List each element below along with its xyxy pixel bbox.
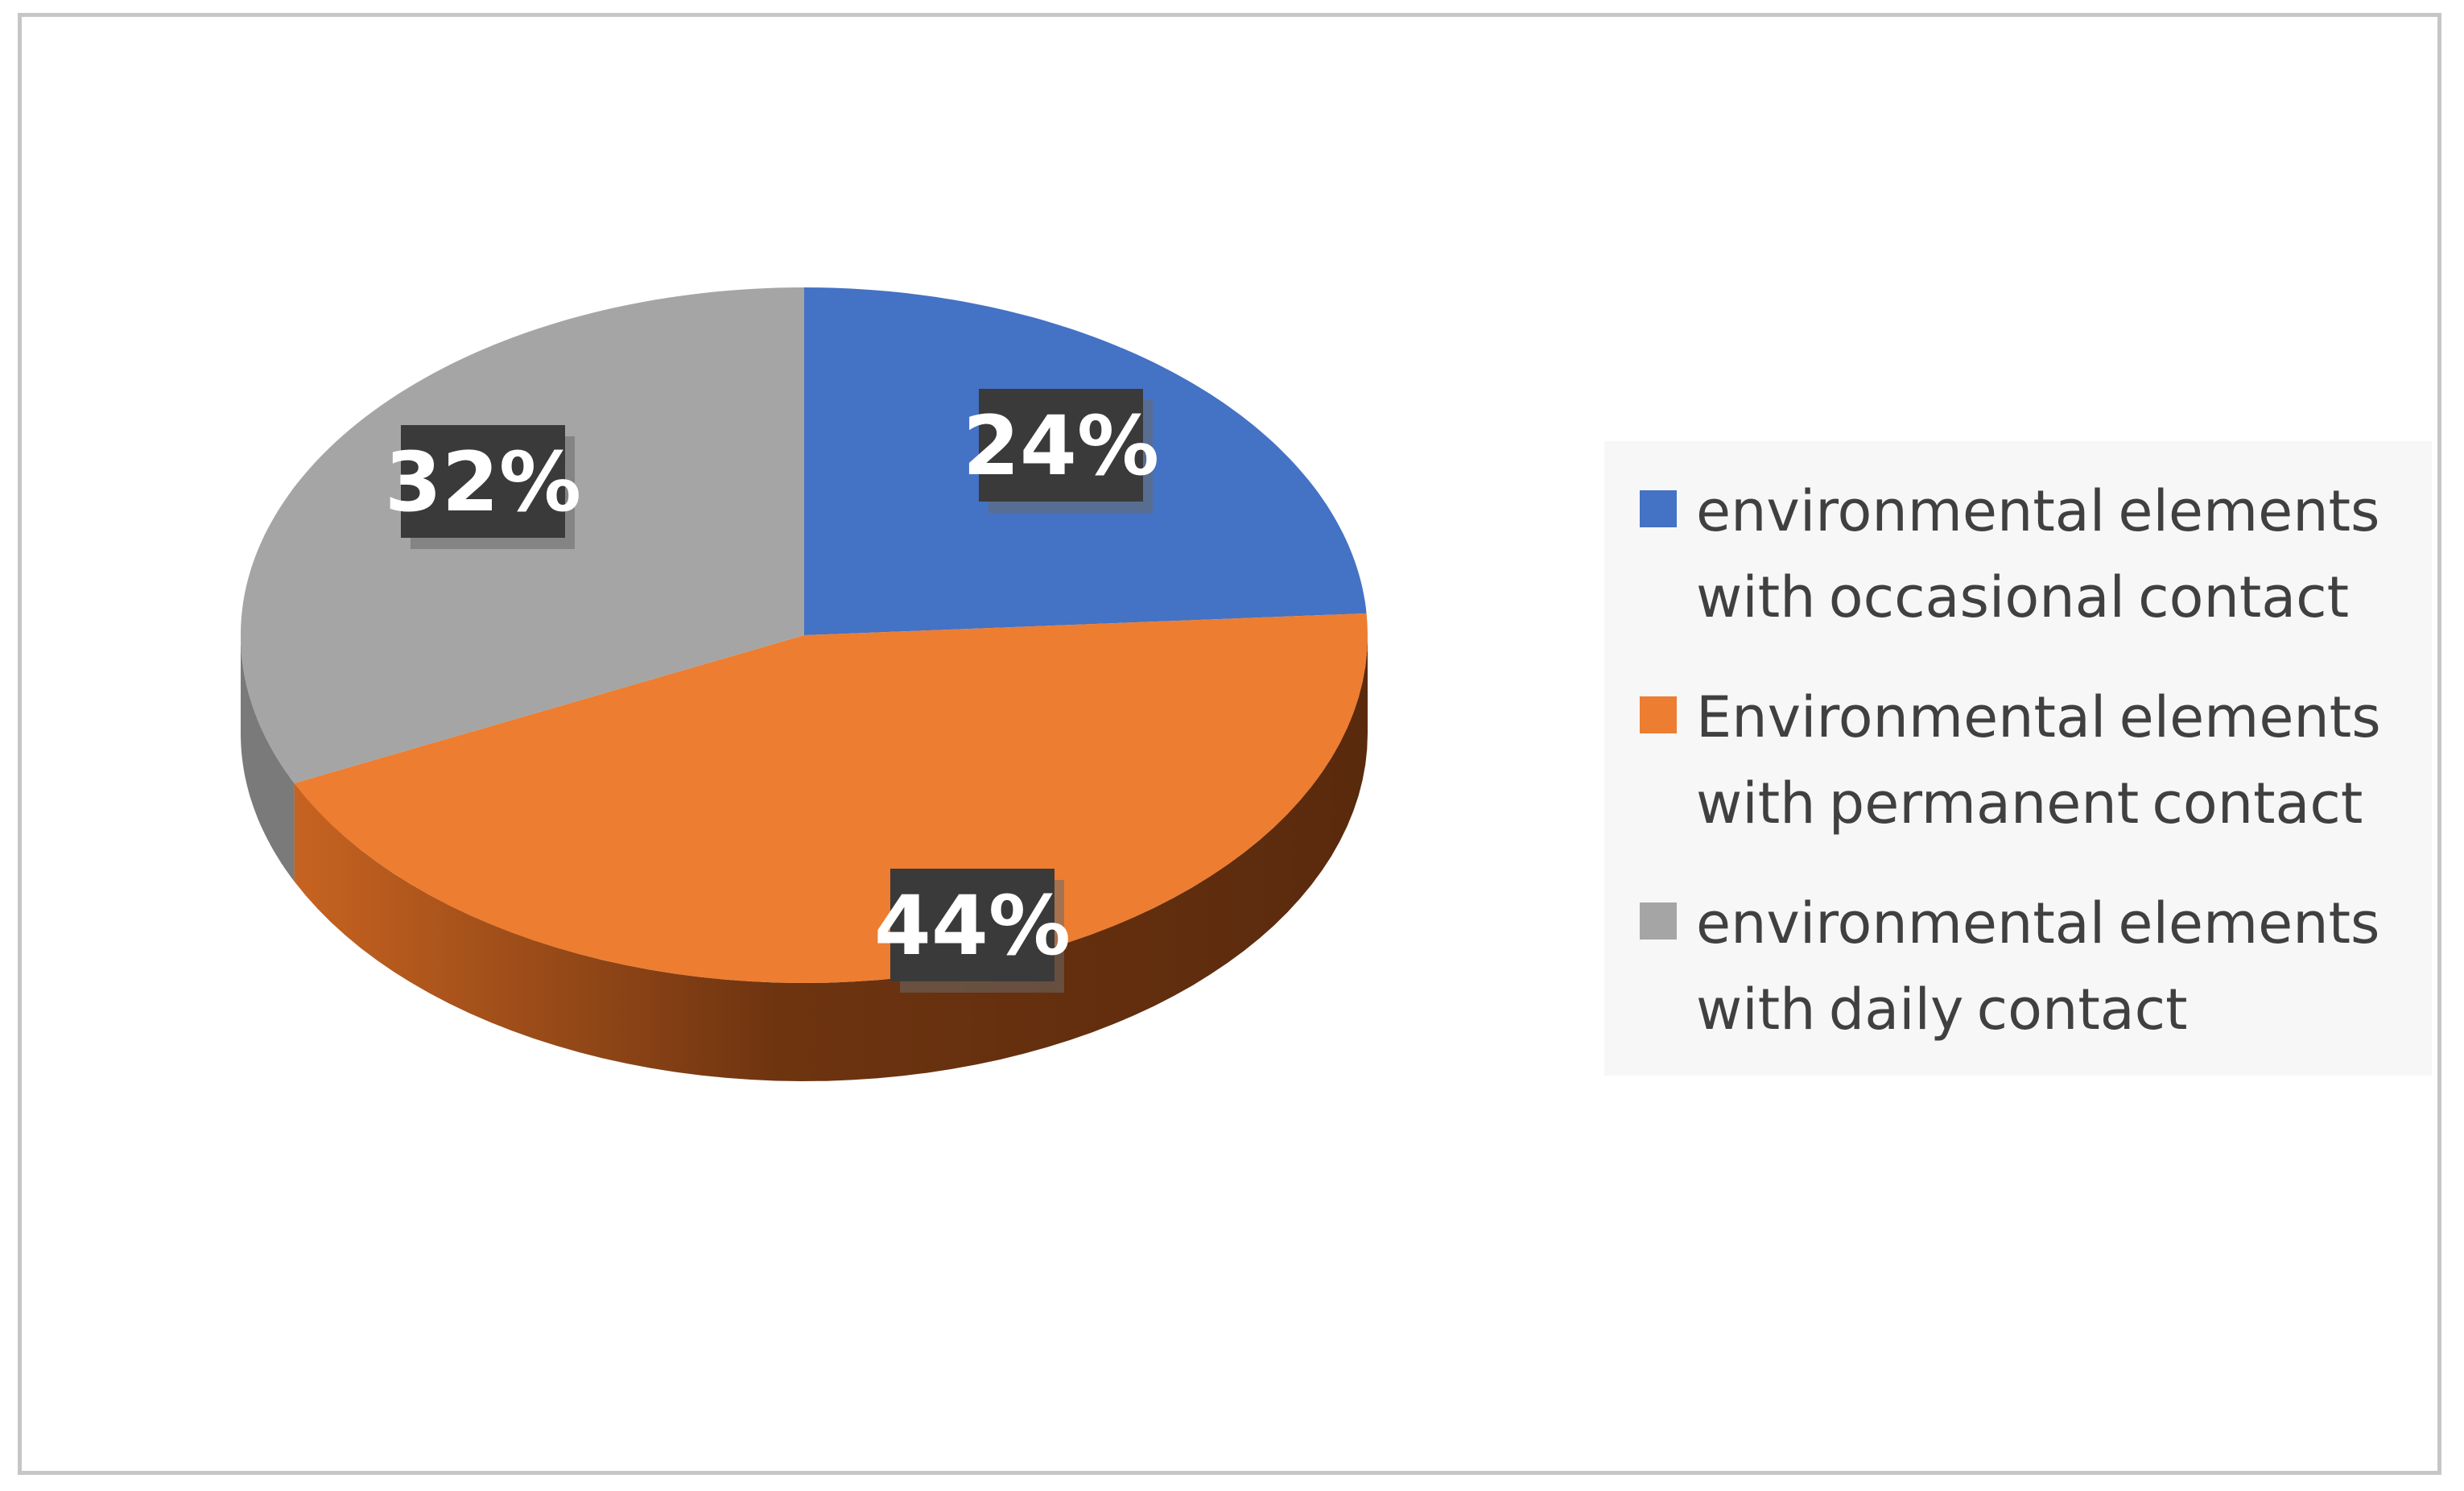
pie-sides	[241, 635, 1368, 1081]
legend-item-occasional: environmental elements with occasional c…	[1640, 469, 2432, 641]
legend-swatch-occasional	[1640, 490, 1677, 527]
legend: environmental elements with occasional c…	[1604, 441, 2432, 1076]
legend-label-permanent: Environmental elements with permanent co…	[1696, 684, 2381, 836]
legend-item-permanent: Environmental elements with permanent co…	[1640, 675, 2432, 847]
data-label-box-occasional	[979, 389, 1143, 502]
data-label-box-daily	[401, 425, 565, 538]
legend-label-occasional: environmental elements with occasional c…	[1696, 478, 2380, 630]
legend-swatch-permanent	[1640, 696, 1677, 733]
pie-side-permanent	[294, 635, 1368, 1081]
data-label-permanent: 44%	[874, 878, 1071, 974]
pie-side-daily	[241, 635, 295, 882]
pie-labels: 24% 44% 32%	[385, 389, 1159, 993]
legend-swatch-daily	[1640, 902, 1677, 940]
data-label-box-permanent	[890, 869, 1055, 981]
data-label-daily: 32%	[385, 435, 581, 531]
pie-slice-permanent	[294, 613, 1368, 983]
data-label-occasional: 24%	[963, 399, 1159, 494]
pie-tops	[241, 287, 1368, 983]
pie-chart: 24% 44% 32%	[241, 287, 1368, 1081]
chart-area: 24% 44% 32% environmental elements with oc…	[18, 13, 2441, 1475]
legend-item-daily: environmental elements with daily contac…	[1640, 881, 2432, 1053]
legend-label-daily: environmental elements with daily contac…	[1696, 890, 2380, 1043]
